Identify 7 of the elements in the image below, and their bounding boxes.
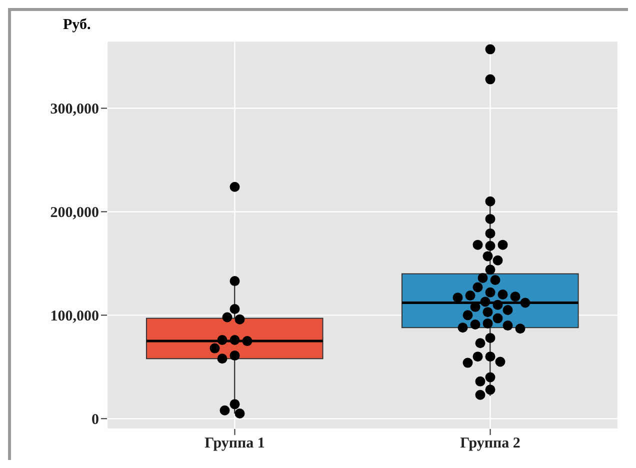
y-tick-label: 200,000 — [50, 205, 99, 222]
y-tick-label: 0 — [92, 412, 99, 428]
y-axis-title: Руб. — [63, 17, 91, 34]
x-tick-label: Группа 1 — [204, 436, 265, 452]
x-tick-label: Группа 2 — [460, 436, 520, 452]
y-tick-label: 100,000 — [50, 308, 99, 325]
y-tick-label: 300,000 — [50, 102, 99, 118]
